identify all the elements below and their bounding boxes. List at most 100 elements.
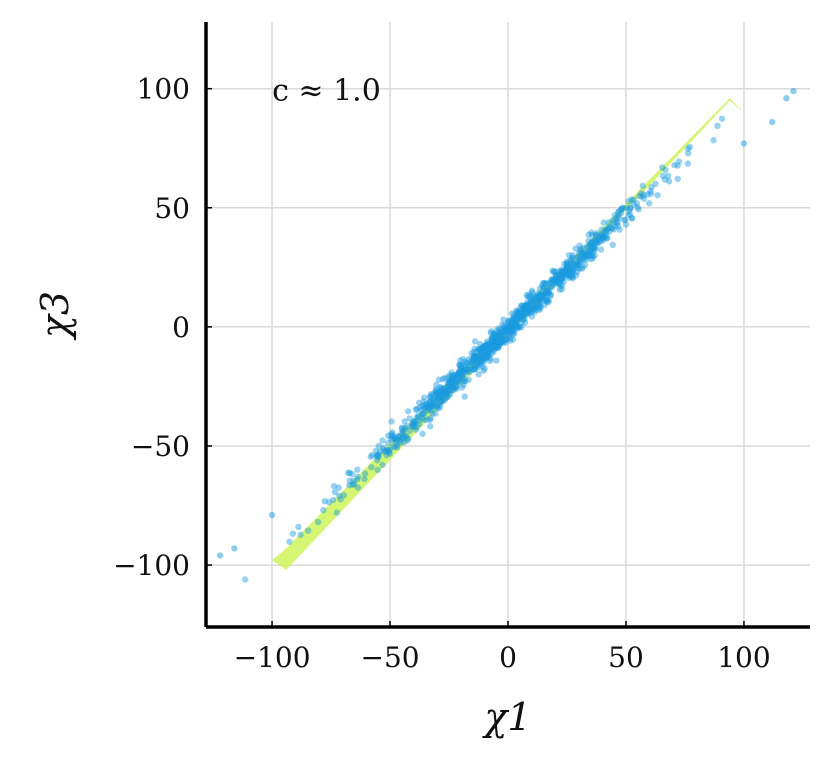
scatter-point xyxy=(464,368,471,375)
scatter-point xyxy=(384,440,392,447)
scatter-point xyxy=(451,372,458,380)
scatter-point xyxy=(517,313,525,320)
scatter-point xyxy=(432,390,439,398)
scatter-point xyxy=(558,275,566,283)
scatter-point xyxy=(536,296,543,303)
scatter-point-extreme xyxy=(790,87,797,95)
scatter-point xyxy=(581,254,588,262)
scatter-point xyxy=(396,433,403,440)
scatter-point xyxy=(486,344,493,352)
scatter-point xyxy=(531,308,539,316)
scatter-point xyxy=(548,275,556,283)
scatter-point xyxy=(579,264,586,271)
scatter-point xyxy=(488,334,496,342)
scatter-point xyxy=(478,354,485,362)
scatter-point xyxy=(558,276,565,283)
scatter-point xyxy=(523,309,530,316)
scatter-point xyxy=(461,378,468,385)
scatter-point xyxy=(492,338,500,346)
scatter-point xyxy=(628,215,636,222)
scatter-point xyxy=(442,390,449,398)
scatter-point xyxy=(534,302,542,309)
scatter-point xyxy=(529,289,536,296)
scatter-point xyxy=(441,397,448,404)
scatter-point xyxy=(453,378,460,385)
scatter-point xyxy=(419,402,426,409)
scatter-point xyxy=(450,371,458,379)
scatter-point xyxy=(398,435,405,443)
scatter-point xyxy=(601,233,608,240)
scatter-point xyxy=(387,435,394,442)
scatter-point xyxy=(491,342,498,349)
scatter-point xyxy=(545,280,552,287)
scatter-point xyxy=(502,327,510,334)
scatter-point xyxy=(434,396,441,404)
scatter-point xyxy=(591,246,598,254)
scatter-point xyxy=(473,355,480,363)
scatter-point xyxy=(580,253,587,260)
scatter-point xyxy=(554,277,562,284)
scatter-point xyxy=(427,423,434,430)
scatter-point xyxy=(375,453,382,461)
scatter-point xyxy=(593,237,601,245)
scatter-point xyxy=(605,223,613,231)
scatter-point xyxy=(457,365,464,372)
scatter-point xyxy=(539,297,547,305)
scatter-point xyxy=(475,359,483,366)
scatter-point xyxy=(484,345,491,352)
scatter-point xyxy=(565,265,572,273)
scatter-point xyxy=(413,423,420,431)
scatter-point xyxy=(513,308,521,315)
scatter-point xyxy=(456,370,463,377)
scatter-point xyxy=(543,290,550,297)
scatter-point xyxy=(511,330,518,337)
scatter-point xyxy=(382,447,390,454)
scatter-point xyxy=(402,433,409,440)
scatter-point xyxy=(437,392,445,399)
scatter-point xyxy=(448,382,456,390)
scatter-point xyxy=(423,400,430,408)
scatter-point xyxy=(349,470,356,478)
scatter-point xyxy=(499,321,506,328)
scatter-point xyxy=(436,384,444,391)
scatter-point xyxy=(471,345,478,353)
scatter-point xyxy=(468,358,475,366)
scatter-point xyxy=(510,326,517,334)
scatter-point xyxy=(582,250,590,257)
scatter-point xyxy=(473,361,481,369)
scatter-point xyxy=(476,357,484,364)
scatter-point xyxy=(453,385,460,392)
scatter-point xyxy=(435,376,443,383)
scatter-point xyxy=(560,271,567,278)
scatter-point xyxy=(587,252,595,259)
x-tick-label-1: −50 xyxy=(360,641,419,674)
scatter-point xyxy=(426,398,434,406)
scatter-point xyxy=(499,325,507,333)
scatter-point xyxy=(497,338,504,345)
scatter-point xyxy=(483,342,490,350)
scatter-point xyxy=(404,437,411,444)
scatter-point xyxy=(393,434,401,441)
scatter-point xyxy=(438,396,446,404)
scatter-point xyxy=(484,340,491,347)
scatter-point xyxy=(426,402,433,409)
scatter-point xyxy=(569,273,577,281)
scatter-point xyxy=(401,438,408,446)
scatter-point xyxy=(565,251,573,259)
scatter-point xyxy=(448,376,456,383)
scatter-point xyxy=(522,302,529,309)
scatter-point xyxy=(504,326,511,333)
scatter-point xyxy=(575,260,583,267)
scatter-point xyxy=(538,293,546,300)
scatter-point xyxy=(547,279,554,286)
scatter-point xyxy=(463,366,471,374)
scatter-point xyxy=(517,314,525,322)
scatter-point xyxy=(470,348,478,356)
y-tick-label-1: −50 xyxy=(131,430,190,463)
scatter-point xyxy=(597,232,604,240)
scatter-point xyxy=(453,378,461,386)
scatter-point xyxy=(455,370,462,378)
scatter-point xyxy=(592,243,599,251)
scatter-point xyxy=(425,404,432,411)
scatter-point xyxy=(541,291,548,298)
